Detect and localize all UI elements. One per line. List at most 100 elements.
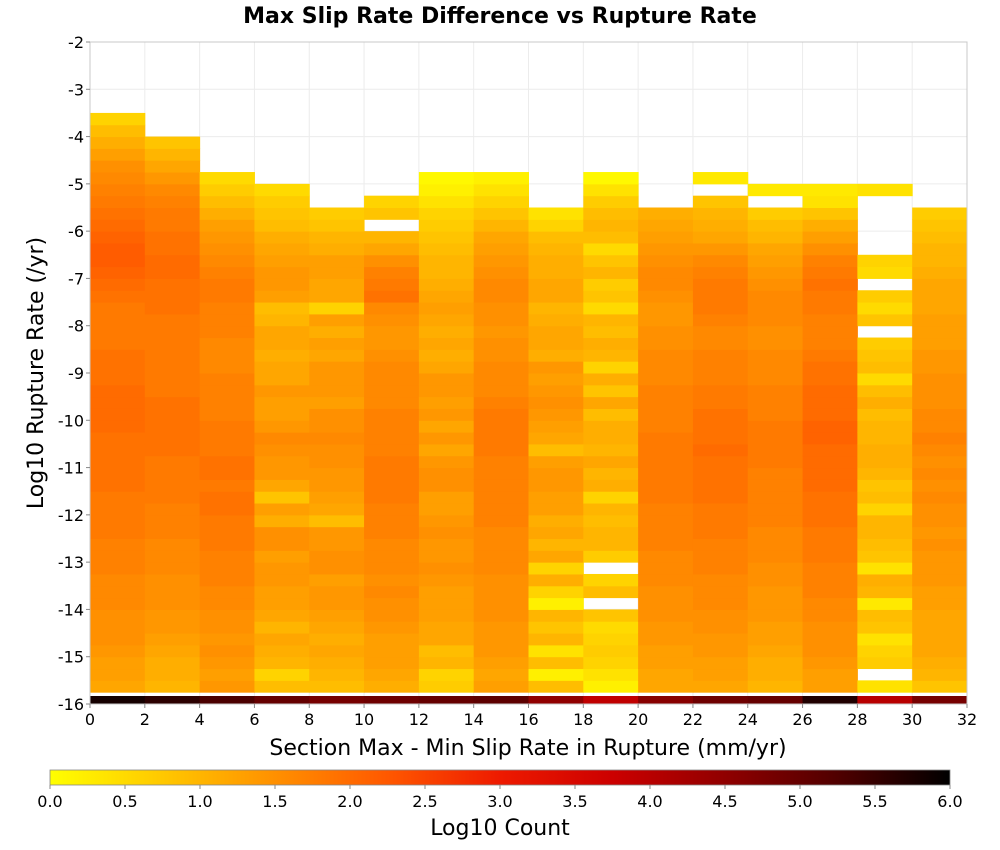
- heatmap-bottom-cell: [144, 696, 201, 704]
- heatmap-cell: [747, 503, 804, 516]
- heatmap-cell: [309, 396, 365, 409]
- heatmap-cell: [254, 668, 310, 681]
- heatmap-cell: [692, 609, 749, 622]
- heatmap-cell: [802, 597, 858, 610]
- heatmap-cell: [692, 313, 749, 327]
- heatmap-cell: [857, 432, 913, 445]
- heatmap-cell: [638, 609, 694, 622]
- heatmap-cell: [199, 503, 255, 516]
- heatmap-cell: [528, 242, 584, 256]
- heatmap-cell: [473, 302, 529, 315]
- heatmap-cell: [473, 680, 529, 693]
- x-tick-label: 26: [792, 710, 812, 729]
- heatmap-cell: [90, 420, 146, 433]
- heatmap-cell: [309, 491, 365, 504]
- heatmap-cell: [199, 242, 255, 256]
- heatmap-cell: [692, 195, 749, 208]
- heatmap-cell: [364, 550, 420, 563]
- heatmap-cell: [638, 254, 694, 268]
- heatmap-cell: [418, 266, 475, 279]
- heatmap-cell: [912, 633, 968, 646]
- x-tick-label: 10: [354, 710, 374, 729]
- heatmap-cell: [144, 491, 201, 504]
- heatmap-cell: [364, 373, 420, 386]
- heatmap-cell: [802, 349, 858, 362]
- heatmap-cell: [309, 526, 365, 539]
- heatmap-cell: [638, 491, 694, 504]
- heatmap-cell: [418, 242, 475, 256]
- heatmap-bottom-cell: [309, 696, 365, 704]
- heatmap-cell: [418, 609, 475, 622]
- heatmap-cell: [638, 621, 694, 634]
- heatmap-cell: [90, 585, 146, 599]
- heatmap-cell: [583, 443, 639, 457]
- colorbar-ticks: 0.0 0.5 1.0 1.5 2.0 2.5 3.0 3.5 4.0 4.5 5.0 5.5 6.0: [37, 785, 963, 811]
- heatmap-cell: [418, 573, 475, 587]
- heatmap-cell: [747, 337, 804, 350]
- y-tick-label: -10: [58, 411, 84, 430]
- heatmap-cell: [364, 644, 420, 658]
- heatmap-cell: [473, 656, 529, 670]
- heatmap-cell: [583, 361, 639, 374]
- heatmap-cell: [857, 479, 913, 492]
- heatmap-cell: [473, 538, 529, 551]
- heatmap-cell: [802, 242, 858, 256]
- heatmap-cell: [473, 254, 529, 268]
- heatmap-cell: [473, 349, 529, 362]
- heatmap-cell: [473, 491, 529, 504]
- heatmap-cell: [583, 254, 639, 268]
- heatmap-cell: [638, 396, 694, 409]
- heatmap-cell: [802, 266, 858, 279]
- heatmap-cell: [583, 550, 639, 563]
- heatmap-cell: [912, 526, 968, 539]
- heatmap-cell: [912, 207, 968, 220]
- heatmap-cell: [747, 656, 804, 670]
- heatmap-cell: [912, 503, 968, 516]
- heatmap-bottom-cell: [802, 696, 858, 704]
- heatmap-cell: [473, 550, 529, 563]
- colorbar-tick-label: 5.0: [787, 792, 812, 811]
- heatmap-cell: [144, 526, 201, 539]
- heatmap-cell: [364, 302, 420, 315]
- heatmap-cell: [802, 408, 858, 421]
- heatmap-cell: [747, 183, 804, 197]
- heatmap-cell: [857, 609, 913, 622]
- heatmap-cell: [199, 172, 255, 185]
- heatmap-cell: [802, 550, 858, 563]
- heatmap-cell: [418, 278, 475, 291]
- heatmap-cell: [857, 313, 913, 327]
- heatmap-cell: [528, 467, 584, 480]
- y-tick-label: -15: [58, 648, 84, 667]
- heatmap-cell: [747, 573, 804, 587]
- heatmap-cell: [747, 373, 804, 386]
- heatmap-cell: [528, 219, 584, 232]
- heatmap-cell: [638, 361, 694, 374]
- heatmap-cell: [583, 219, 639, 232]
- heatmap-cell: [418, 432, 475, 445]
- heatmap-cell: [747, 290, 804, 303]
- heatmap-cell: [144, 597, 201, 610]
- heatmap-cell: [528, 479, 584, 492]
- heatmap-cell: [90, 443, 146, 457]
- heatmap-cell: [857, 656, 913, 670]
- heatmap-cell: [364, 443, 420, 457]
- heatmap-cell: [418, 656, 475, 670]
- heatmap-cell: [90, 526, 146, 539]
- heatmap-cell: [309, 325, 365, 339]
- heatmap-cell: [199, 337, 255, 350]
- heatmap-cell: [747, 585, 804, 599]
- heatmap-cell: [364, 432, 420, 445]
- heatmap-cell: [747, 313, 804, 327]
- heatmap-cell: [144, 242, 201, 256]
- heatmap-cell: [144, 313, 201, 327]
- heatmap-cell: [638, 467, 694, 480]
- heatmap-cell: [309, 680, 365, 693]
- heatmap-cell: [912, 550, 968, 563]
- heatmap-cell: [364, 514, 420, 528]
- heatmap-cell: [144, 538, 201, 551]
- heatmap-cell: [747, 609, 804, 622]
- x-tick-label: 22: [683, 710, 703, 729]
- heatmap-cell: [199, 656, 255, 670]
- heatmap-cell: [90, 668, 146, 681]
- heatmap-cell: [144, 148, 201, 161]
